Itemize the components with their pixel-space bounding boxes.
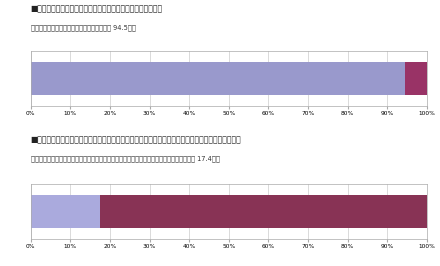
Bar: [100, 195, 427, 228]
Text: 歯の健康と体の健康に関係があると思う人は 94.5％。: 歯の健康と体の健康に関係があると思う人は 94.5％。: [31, 24, 136, 31]
Bar: [31, 195, 100, 228]
Bar: [31, 62, 405, 95]
Legend: 歯の健康と体の健康に関係があると思う, 歯の健康と体の健康に関係があると思わない: 歯の健康と体の健康に関係があると思う, 歯の健康と体の健康に関係があると思わない: [146, 182, 312, 193]
Text: ■　歯の健康と体の健康に関係があると思う人のうち，同じ歯科医院に定期的に通っている人の割合: ■ 歯の健康と体の健康に関係があると思う人のうち，同じ歯科医院に定期的に通ってい…: [31, 136, 242, 145]
Text: 歯の健康と体の健康に関係があると思う人のうち，同じ歯科医院に定期的に通っている人は 17.4％。: 歯の健康と体の健康に関係があると思う人のうち，同じ歯科医院に定期的に通っている人…: [31, 156, 220, 162]
Bar: [405, 62, 427, 95]
Text: ■　歯の健康と体の健康に関係があると思う人の有／無の割合: ■ 歯の健康と体の健康に関係があると思う人の有／無の割合: [31, 4, 163, 13]
